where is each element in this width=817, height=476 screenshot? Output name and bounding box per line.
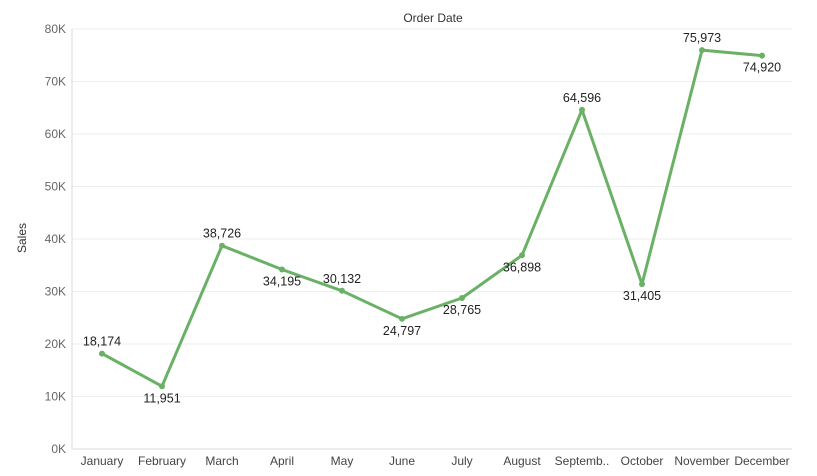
- data-label: 75,973: [683, 31, 721, 45]
- x-tick-label: May: [331, 454, 354, 468]
- y-tick-label: 50K: [45, 180, 66, 194]
- x-tick-label: October: [621, 454, 664, 468]
- y-tick-label: 70K: [45, 75, 66, 89]
- data-label: 24,797: [383, 324, 421, 338]
- data-label: 11,951: [143, 391, 180, 405]
- x-tick-label: March: [205, 454, 238, 468]
- data-label: 30,132: [323, 272, 361, 286]
- data-label: 74,920: [743, 61, 781, 75]
- series: [99, 47, 765, 390]
- data-point[interactable]: [639, 281, 645, 288]
- data-point[interactable]: [219, 242, 225, 249]
- data-point[interactable]: [699, 47, 705, 54]
- data-label: 36,898: [503, 260, 541, 274]
- x-tick-label: January: [81, 454, 124, 468]
- y-tick-label: 20K: [45, 337, 66, 351]
- axes: 0K 10K 20K 30K 40K 50K 60K 70K 80K January Februar…: [45, 22, 792, 468]
- data-point[interactable]: [459, 294, 465, 301]
- x-tick-label: Septemb..: [555, 454, 610, 468]
- series-line: [100, 48, 764, 388]
- y-tick-label: 80K: [45, 22, 66, 36]
- x-tick-label: December: [734, 454, 789, 468]
- data-point[interactable]: [759, 52, 765, 59]
- data-label: 38,726: [203, 227, 241, 241]
- data-point[interactable]: [579, 106, 585, 113]
- data-label: 31,405: [623, 289, 661, 303]
- x-tick-label: June: [389, 454, 415, 468]
- x-tick-label: July: [451, 454, 472, 468]
- data-point[interactable]: [339, 287, 345, 294]
- x-tick-label: April: [270, 454, 294, 468]
- y-tick-label: 0K: [51, 442, 66, 456]
- data-point[interactable]: [399, 315, 405, 322]
- chart-title: Order Date: [403, 11, 463, 25]
- data-label: 18,174: [83, 335, 121, 349]
- data-point[interactable]: [159, 383, 165, 390]
- data-label: 28,765: [443, 303, 481, 317]
- data-point[interactable]: [519, 252, 525, 259]
- grid: [72, 28, 792, 450]
- y-axis-title: Sales: [15, 223, 29, 253]
- y-tick-label: 30K: [45, 285, 66, 299]
- y-tick-label: 60K: [45, 127, 66, 141]
- x-tick-label: February: [138, 454, 186, 468]
- data-label: 34,195: [263, 274, 301, 288]
- data-point[interactable]: [99, 350, 105, 357]
- data-point[interactable]: [279, 266, 285, 273]
- data-label: 64,596: [563, 91, 601, 105]
- y-tick-label: 10K: [45, 390, 66, 404]
- y-tick-label: 40K: [45, 232, 66, 246]
- x-tick-label: August: [503, 454, 541, 468]
- x-tick-label: November: [674, 454, 729, 468]
- data-labels: 18,174 11,951 38,726 34,195 30,132 24,797 28,7…: [83, 31, 781, 405]
